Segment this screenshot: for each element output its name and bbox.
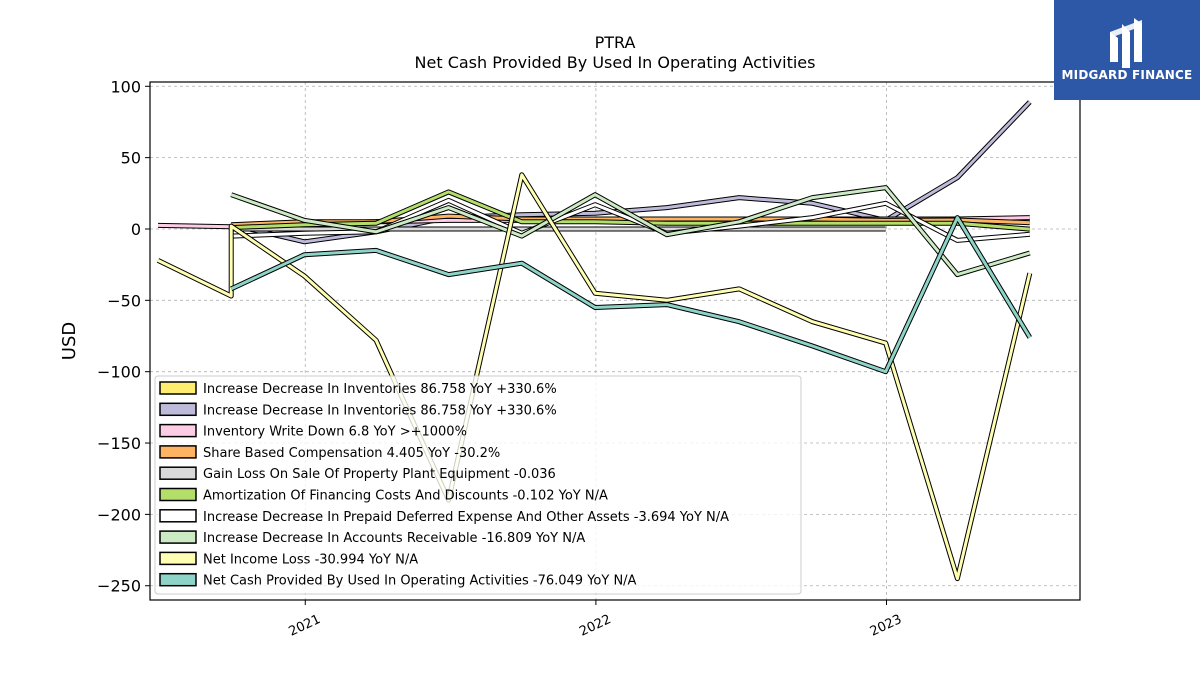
series-line-net-cash-provided-by-used-in-operating-activities [230,216,1032,374]
legend-label: Net Cash Provided By Used In Operating A… [203,574,637,589]
y-tick-label: −100 [97,363,141,382]
legend-label: Increase Decrease In Inventories 86.758 … [203,382,557,397]
legend-swatch [159,423,197,438]
x-tick-label: 2022 [577,612,613,640]
legend-swatch [159,466,197,480]
legend-label: Share Based Compensation 4.405 YoY -30.2… [203,446,500,461]
legend-label: Increase Decrease In Accounts Receivable… [203,531,585,546]
legend-label: Increase Decrease In Inventories 86.758 … [203,403,557,418]
legend-label: Increase Decrease In Prepaid Deferred Ex… [203,510,729,525]
y-tick-label: 0 [131,220,141,239]
plot-frame [149,81,1081,601]
legend: Increase Decrease In Inventories 86.758 … [154,375,802,595]
chart-title: PTRA [595,33,636,52]
chart-subtitle: Net Cash Provided By Used In Operating A… [415,53,816,72]
x-tick-label: 2023 [868,612,904,640]
legend-swatch [159,572,197,587]
y-tick-label: −200 [97,505,141,524]
legend-swatch [159,381,197,395]
legend-label: Net Income Loss -30.994 YoY N/A [203,552,418,567]
y-tick-label: −150 [97,434,141,453]
series-line-increase-decrease-in-accounts-receivable [230,186,1031,277]
brand-name: MIDGARD FINANCE [1061,68,1193,82]
legend-swatch [159,551,197,566]
legend-box [154,375,802,595]
y-axis-label: USD [59,322,80,360]
y-tick-label: 100 [110,77,141,96]
midgard-logo-icon [1110,18,1142,68]
legend-swatch [159,445,197,459]
legend-swatch [159,509,197,523]
y-tick-label: −50 [107,291,141,310]
x-axis-ticks: 2021 2022 2023 [287,600,904,640]
y-axis-ticks: 100 50 0 −50 −100 −150 −200 −250 [97,77,150,596]
legend-swatch [159,530,197,544]
y-tick-label: 50 [121,149,141,168]
series-line-amortization-of-financing-costs-and-discounts [231,190,1030,231]
y-tick-label: −250 [97,577,141,596]
legend-label: Gain Loss On Sale Of Property Plant Equi… [203,467,556,482]
series-line-net-income-loss [157,173,1032,581]
legend-swatch [159,487,197,502]
series-lines [156,100,1033,582]
legend-label: Inventory Write Down 6.8 YoY >+1000% [203,425,467,440]
legend-swatch [159,402,197,417]
brand-logo: MIDGARD FINANCE [1054,0,1200,100]
x-tick-label: 2021 [287,612,323,640]
legend-label: Amortization Of Financing Costs And Disc… [203,489,608,504]
